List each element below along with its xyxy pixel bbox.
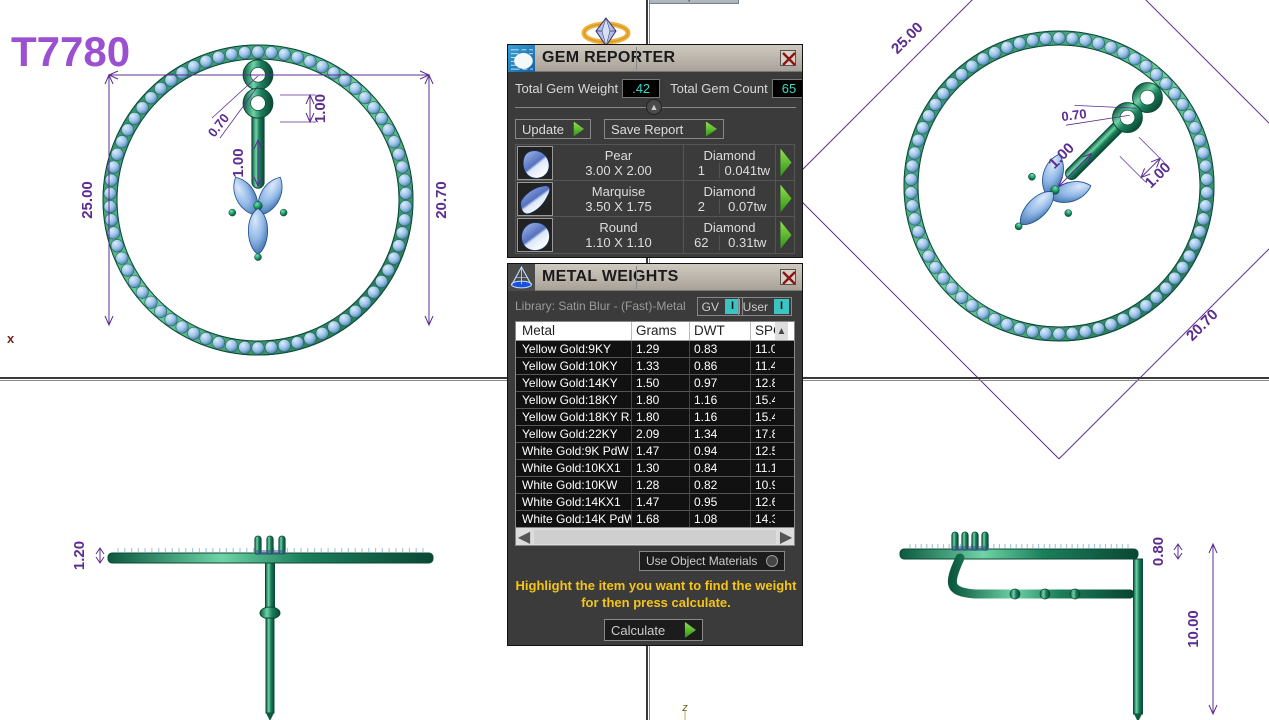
svg-text:10.00: 10.00: [1185, 610, 1202, 648]
svg-text:20.70: 20.70: [1183, 306, 1222, 345]
svg-text:0.70: 0.70: [205, 111, 232, 140]
svg-text:1.00: 1.00: [312, 94, 329, 123]
svg-text:1.00: 1.00: [1142, 159, 1175, 192]
svg-text:20.70: 20.70: [433, 181, 450, 219]
svg-text:z: z: [681, 702, 688, 714]
svg-text:1.00: 1.00: [230, 148, 247, 177]
svg-text:x: x: [7, 331, 15, 346]
svg-text:T7780: T7780: [11, 28, 130, 75]
svg-text:0.70: 0.70: [1061, 106, 1088, 124]
svg-text:1.20: 1.20: [71, 541, 88, 570]
svg-text:0.80: 0.80: [1150, 537, 1167, 566]
svg-text:25.00: 25.00: [79, 181, 96, 219]
